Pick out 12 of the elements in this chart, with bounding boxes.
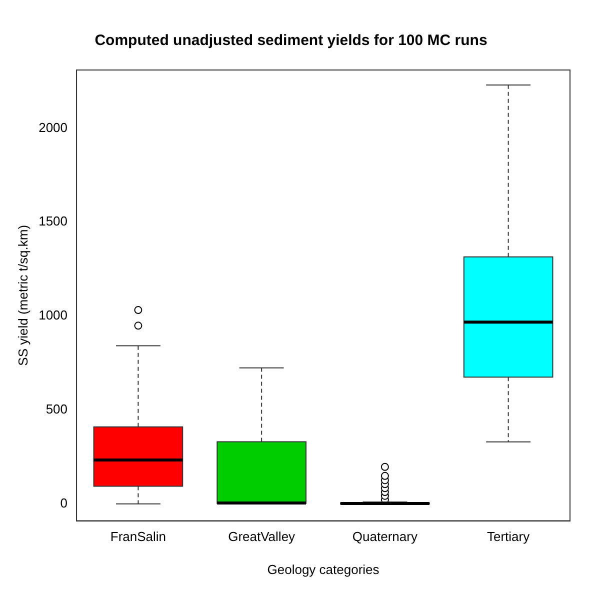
y-tick-label: 500: [46, 402, 68, 417]
x-tick-label: Tertiary: [487, 529, 530, 544]
x-tick-label: GreatValley: [228, 529, 296, 544]
y-tick-label: 0: [60, 495, 68, 510]
y-tick-label: 2000: [38, 120, 68, 135]
chart-title: Computed unadjusted sediment yields for 100 MC runs: [94, 32, 488, 50]
y-tick-label: 1000: [38, 308, 68, 323]
x-tick-label: Quaternary: [352, 529, 418, 544]
y-axis-title: SS yield (metric t/sq.km): [15, 224, 30, 366]
x-tick-label: FranSalin: [110, 529, 166, 544]
x-axis-title: Geology categories: [267, 562, 380, 577]
y-tick-label: 1500: [38, 214, 68, 229]
